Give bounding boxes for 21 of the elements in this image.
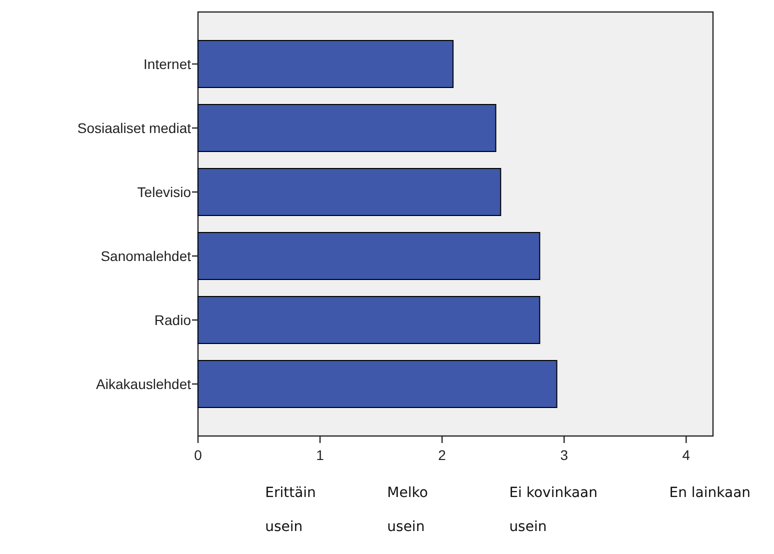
x-tick-label: 0	[194, 447, 202, 463]
y-tick-label: Televisio	[137, 184, 192, 200]
bar	[198, 104, 496, 152]
bar	[198, 296, 540, 344]
bar	[198, 232, 540, 280]
text: En lainkaan	[669, 485, 751, 501]
bar	[198, 168, 502, 216]
x-tick-label: 3	[560, 447, 568, 463]
x-tick-label: 4	[682, 447, 690, 463]
bar	[198, 40, 454, 88]
text: Erittäin usein	[265, 485, 316, 535]
text: Melko usein	[387, 485, 428, 535]
bar	[198, 360, 558, 408]
y-tick-label: Aikakauslehdet	[96, 376, 192, 392]
x-tick-label: 2	[438, 447, 446, 463]
y-tick-label: Sosiaaliset mediat	[77, 120, 192, 136]
y-tick-label: Radio	[154, 312, 192, 328]
y-tick-label: Sanomalehdet	[100, 248, 192, 264]
x-tick-label: 1	[316, 447, 324, 463]
text: Ei kovinkaan usein	[509, 485, 598, 535]
y-tick-label: Internet	[144, 56, 192, 72]
